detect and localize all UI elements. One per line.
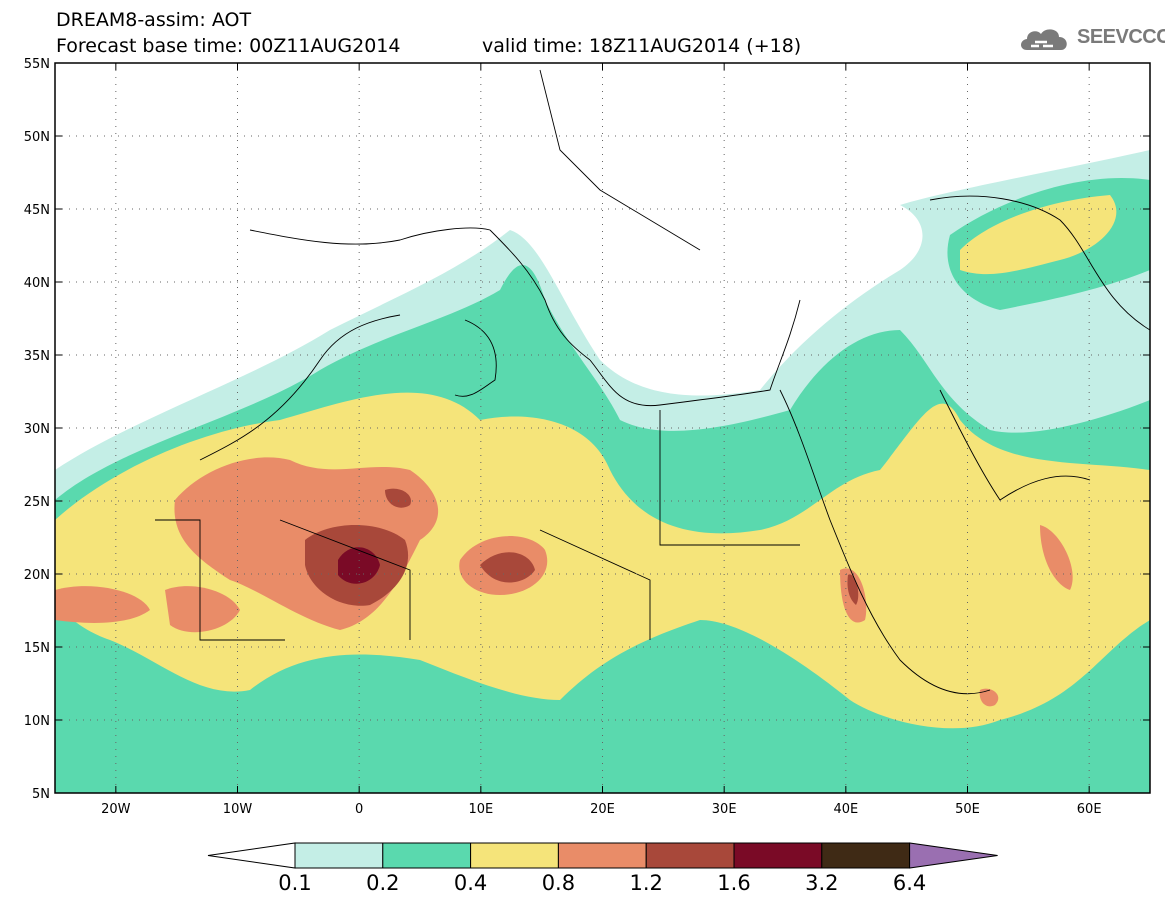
- lon-label: 0: [355, 802, 363, 817]
- aot-level-1-2: [305, 488, 859, 606]
- colorbar-labels: 0.1 0.2 0.4 0.8 1.2 1.6 3.2 6.4: [278, 871, 926, 895]
- lat-label: 55N: [24, 57, 50, 72]
- latitude-labels: 55N 50N 45N 40N 35N 30N 25N 20N 15N 10N 5N: [24, 57, 50, 802]
- colorbar-level-label: 1.2: [629, 871, 662, 895]
- valid-time: valid time: 18Z11AUG2014 (+18): [482, 35, 802, 57]
- colorbar-swatch: [557, 842, 647, 869]
- map-title: DREAM8-assim: AOT: [56, 9, 252, 31]
- lon-label: 60E: [1077, 802, 1102, 817]
- colorbar-level-label: 0.1: [278, 871, 311, 895]
- colorbar-under-arrow: [207, 842, 296, 869]
- colorbar-level-label: 3.2: [805, 871, 838, 895]
- colorbar-level-label: 0.4: [454, 871, 487, 895]
- lon-label: 20E: [590, 802, 615, 817]
- lat-label: 25N: [24, 495, 50, 510]
- lat-label: 40N: [24, 276, 50, 291]
- lon-label: 20W: [101, 802, 131, 817]
- colorbar-level-label: 6.4: [893, 871, 926, 895]
- lon-label: 10W: [223, 802, 253, 817]
- colorbar-over-arrow: [909, 842, 998, 869]
- forecast-base-time: Forecast base time: 00Z11AUG2014: [56, 35, 401, 57]
- colorbar-swatch: [821, 842, 911, 869]
- colorbar-swatch: [733, 842, 823, 869]
- lat-label: 15N: [24, 641, 50, 656]
- cloud-icon: [1021, 29, 1067, 50]
- lat-label: 45N: [24, 203, 50, 218]
- colorbar-swatch: [470, 842, 559, 869]
- lat-label: 35N: [24, 349, 50, 364]
- colorbar-swatch: [382, 842, 472, 869]
- longitude-labels: 20W 10W 0 10E 20E 30E 40E 50E 60E: [101, 802, 1101, 817]
- lat-label: 20N: [24, 568, 50, 583]
- lon-label: 10E: [468, 802, 493, 817]
- colorbar-swatch: [294, 842, 384, 869]
- lat-label: 5N: [32, 787, 50, 802]
- seevccc-logo: SEEVCCC: [1017, 24, 1165, 54]
- colorbar-level-label: 0.8: [542, 871, 575, 895]
- lat-label: 10N: [24, 714, 50, 729]
- aot-level-1-6: [338, 547, 380, 584]
- axis-ticks: [55, 62, 1150, 794]
- colorbar-level-label: 1.6: [717, 871, 750, 895]
- lat-label: 50N: [24, 130, 50, 145]
- colorbar-level-label: 0.2: [366, 871, 399, 895]
- aot-colorbar[interactable]: [207, 842, 998, 869]
- lon-label: 40E: [833, 802, 858, 817]
- colorbar-swatch: [645, 842, 735, 869]
- lat-label: 30N: [24, 422, 50, 437]
- lon-label: 50E: [955, 802, 980, 817]
- coastlines-and-borders: [155, 69, 1150, 695]
- logo-text: SEEVCCC: [1077, 26, 1165, 48]
- lon-label: 30E: [712, 802, 737, 817]
